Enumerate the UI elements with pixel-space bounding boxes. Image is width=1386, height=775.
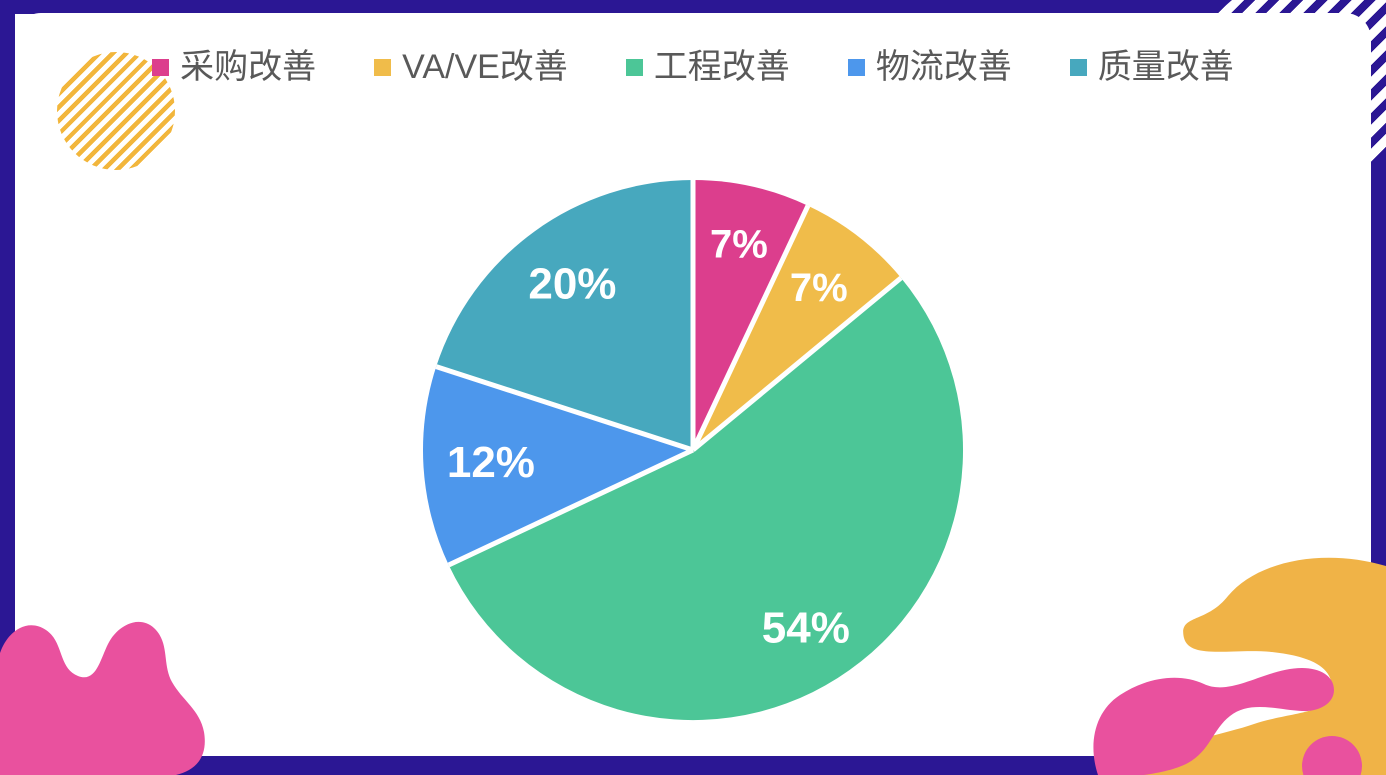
legend-swatch-logistics: [847, 58, 865, 76]
legend-label-logistics: 物流改善: [875, 48, 1012, 86]
chart-legend: 采购改善 VA/VE改善 工程改善 物流改善 质量改善: [0, 50, 1386, 84]
legend-swatch-engineering: [625, 58, 643, 76]
frame-bottom-bar: [0, 756, 1386, 775]
legend-swatch-vave: [374, 58, 392, 76]
yellow-blob-shape: [1140, 557, 1386, 775]
pink-bump-shape: [1302, 736, 1362, 775]
legend-swatch-procurement: [152, 58, 170, 76]
pink-blob-shape: [0, 621, 205, 775]
pink-wave-shape: [1093, 668, 1334, 775]
corner-blobs-decoration: [1093, 557, 1386, 775]
legend-swatch-quality: [1069, 58, 1087, 76]
legend-item-procurement: 采购改善: [152, 50, 316, 84]
legend-item-quality: 质量改善: [1069, 48, 1234, 86]
legend-item-engineering: 工程改善: [625, 48, 790, 86]
legend-label-vave: VA/VE改善: [402, 48, 568, 86]
legend-label-quality: 质量改善: [1097, 48, 1234, 86]
legend-label-procurement: 采购改善: [180, 48, 317, 86]
frame-top-bar: [0, 0, 1232, 14]
legend-item-logistics: 物流改善: [847, 48, 1012, 86]
legend-item-vave: VA/VE改善: [374, 50, 568, 84]
pink-blob-decoration: [0, 621, 205, 775]
frame-left-bar: [0, 0, 15, 775]
legend-label-engineering: 工程改善: [653, 48, 790, 86]
